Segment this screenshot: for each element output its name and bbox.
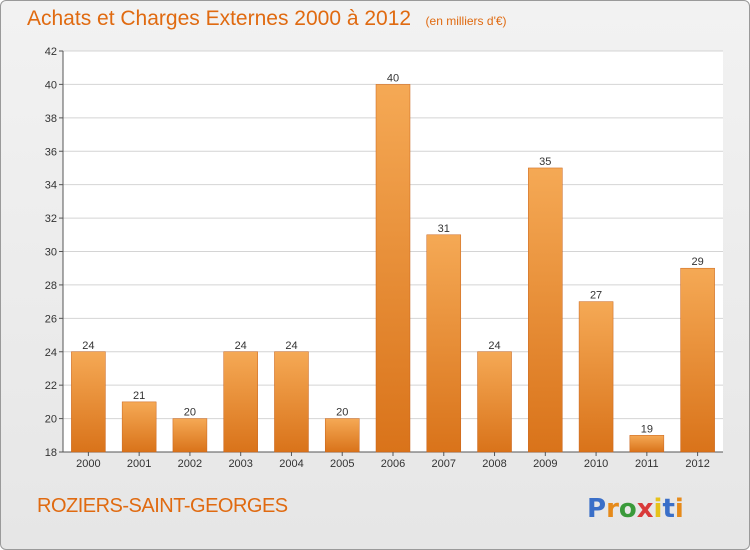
title-row: Achats et Charges Externes 2000 à 2012 (… [27, 7, 507, 31]
bar [375, 84, 411, 453]
bar [223, 351, 258, 453]
bar [121, 401, 157, 453]
x-tick-label: 2011 [635, 458, 659, 470]
x-tick-label: 2000 [76, 458, 100, 470]
x-tick-label: 2009 [533, 458, 557, 470]
y-tick-label: 38 [45, 113, 57, 125]
chart-title: Achats et Charges Externes 2000 à 2012 [27, 7, 412, 30]
bar [324, 418, 360, 453]
bar [71, 351, 106, 453]
bar [426, 234, 462, 453]
y-tick-label: 28 [45, 280, 57, 292]
y-tick-label: 24 [45, 347, 57, 359]
y-tick-label: 20 [45, 414, 57, 426]
data-label: 24 [235, 340, 247, 352]
y-tick-label: 32 [45, 213, 57, 225]
x-tick-label: 2002 [178, 458, 202, 470]
x-tick-label: 2003 [228, 458, 252, 470]
x-tick-label: 2007 [432, 458, 456, 470]
y-tick-label: 34 [45, 180, 57, 192]
bar [172, 418, 208, 453]
data-label: 20 [336, 407, 348, 419]
proxiti-logo-text: Proxiti [587, 494, 684, 524]
data-label: 24 [285, 340, 297, 352]
data-label: 31 [438, 223, 450, 235]
y-tick-label: 18 [45, 447, 57, 459]
proxiti-logo: Proxiti [587, 494, 684, 524]
x-tick-label: 2010 [584, 458, 608, 470]
x-tick-label: 2005 [330, 458, 354, 470]
data-label: 21 [133, 390, 145, 402]
bar [680, 267, 715, 453]
data-label: 24 [488, 340, 500, 352]
data-label: 27 [590, 290, 602, 302]
bar [629, 435, 665, 453]
y-tick-label: 22 [45, 380, 57, 392]
x-tick-label: 2004 [279, 458, 303, 470]
bar [477, 351, 512, 453]
y-tick-label: 40 [45, 79, 57, 91]
bar [528, 167, 563, 453]
data-label: 19 [641, 423, 653, 435]
y-tick-label: 42 [45, 46, 57, 58]
commune-name: ROZIERS-SAINT-GEORGES [37, 495, 288, 517]
data-label: 24 [82, 340, 94, 352]
x-tick-label: 2008 [482, 458, 506, 470]
x-tick-label: 2001 [127, 458, 151, 470]
y-tick-label: 36 [45, 146, 57, 158]
chart-subtitle: (en milliers d'€) [425, 14, 507, 28]
x-tick-label: 2006 [381, 458, 405, 470]
y-tick-label: 26 [45, 313, 57, 325]
bar [274, 351, 309, 453]
data-label: 29 [691, 256, 703, 268]
data-label: 40 [387, 72, 399, 84]
data-label: 35 [539, 156, 551, 168]
bar [578, 301, 614, 453]
data-label: 20 [184, 407, 196, 419]
y-tick-label: 30 [45, 247, 57, 259]
logo-wordmark: Proxiti [587, 494, 684, 524]
x-tick-label: 2012 [685, 458, 709, 470]
